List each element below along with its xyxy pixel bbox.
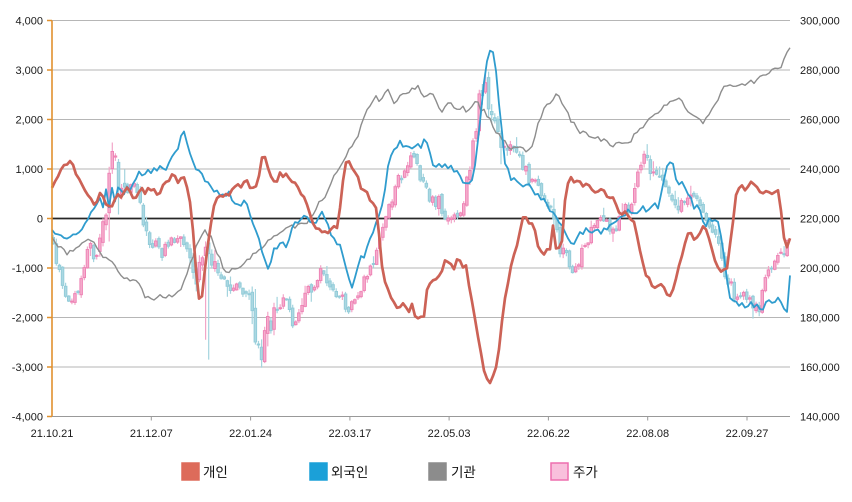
svg-text:22.05.03: 22.05.03 — [428, 428, 471, 440]
svg-text:260,000: 260,000 — [800, 115, 840, 127]
svg-text:200,000: 200,000 — [800, 263, 840, 275]
svg-text:300,000: 300,000 — [800, 16, 840, 28]
svg-text:21.12.07: 21.12.07 — [130, 428, 173, 440]
svg-text:21.10.21: 21.10.21 — [31, 428, 74, 440]
svg-text:22.03.17: 22.03.17 — [328, 428, 371, 440]
svg-text:180,000: 180,000 — [800, 313, 840, 325]
svg-text:-3,000: -3,000 — [12, 362, 43, 374]
svg-text:22.01.24: 22.01.24 — [229, 428, 272, 440]
svg-text:1,000: 1,000 — [15, 164, 43, 176]
svg-text:개인: 개인 — [203, 465, 228, 480]
svg-text:160,000: 160,000 — [800, 362, 840, 374]
svg-text:-2,000: -2,000 — [12, 313, 43, 325]
svg-text:2,000: 2,000 — [15, 115, 43, 127]
svg-text:3,000: 3,000 — [15, 65, 43, 77]
svg-text:-1,000: -1,000 — [12, 263, 43, 275]
svg-text:220,000: 220,000 — [800, 214, 840, 226]
svg-text:140,000: 140,000 — [800, 412, 840, 424]
svg-text:0: 0 — [37, 214, 43, 226]
svg-text:기관: 기관 — [451, 465, 476, 480]
svg-text:-4,000: -4,000 — [12, 412, 43, 424]
svg-text:22.08.08: 22.08.08 — [626, 428, 669, 440]
svg-text:22.09.27: 22.09.27 — [726, 428, 769, 440]
svg-text:280,000: 280,000 — [800, 65, 840, 77]
svg-text:240,000: 240,000 — [800, 164, 840, 176]
svg-text:외국인: 외국인 — [331, 465, 368, 480]
svg-text:주가: 주가 — [573, 465, 598, 480]
svg-text:22.06.22: 22.06.22 — [527, 428, 570, 440]
svg-text:4,000: 4,000 — [15, 16, 43, 28]
